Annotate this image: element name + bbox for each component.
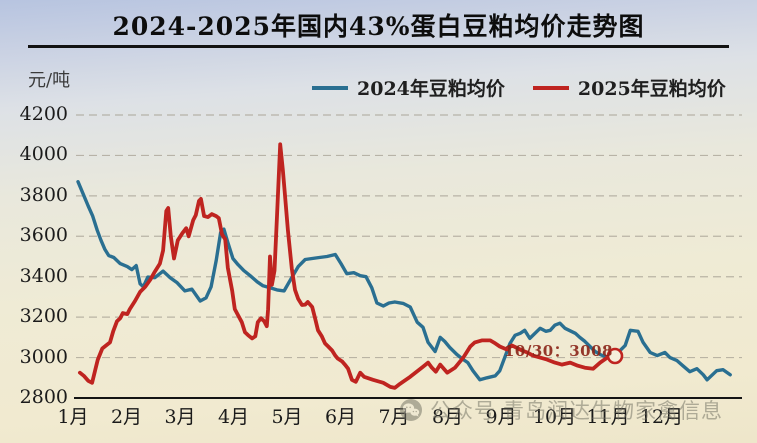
x-tick-label: 11月 bbox=[586, 406, 630, 428]
y-tick-label: 2800 bbox=[19, 386, 68, 408]
legend: 2024年豆粕均价 2025年豆粕均价 bbox=[312, 74, 726, 101]
x-tick-label: 4月 bbox=[217, 406, 250, 428]
legend-item-2024: 2024年豆粕均价 bbox=[312, 74, 505, 101]
legend-line-swatch-2024 bbox=[312, 85, 348, 90]
wechat-icon bbox=[400, 399, 422, 421]
x-tick-label: 3月 bbox=[164, 406, 196, 428]
x-tick-label: 9月 bbox=[485, 406, 517, 428]
title-divider bbox=[28, 45, 729, 48]
x-tick-label: 8月 bbox=[431, 406, 464, 428]
x-tick-label: 2月 bbox=[110, 406, 143, 428]
x-tick-label: 12月 bbox=[639, 406, 684, 428]
series-line-2024 bbox=[76, 179, 732, 382]
y-tick-label: 3200 bbox=[19, 305, 68, 328]
y-tick-label: 3400 bbox=[19, 264, 68, 287]
series-line-2025 bbox=[78, 142, 617, 390]
x-tick-label: 5月 bbox=[271, 406, 303, 428]
last-price-annotation: 10/30：3008 bbox=[504, 342, 613, 360]
y-tick-label: 3600 bbox=[19, 224, 68, 247]
legend-line-swatch-2025 bbox=[532, 85, 569, 90]
watermark-name: 青岛润达生物家禽信息 bbox=[503, 399, 723, 423]
watermark: 公众号 青岛润达生物家禽信息 bbox=[399, 395, 723, 425]
y-axis-unit-label: 元/吨 bbox=[28, 70, 71, 91]
x-tick-label: 1月 bbox=[57, 406, 89, 428]
x-tick-label: 10月 bbox=[532, 406, 577, 428]
x-tick-label: 6月 bbox=[324, 406, 357, 428]
y-tick-label: 3000 bbox=[19, 345, 68, 368]
legend-item-2025: 2025年豆粕均价 bbox=[532, 74, 726, 101]
page-title: 2024-2025年国内43%蛋白豆粕均价走势图 bbox=[112, 12, 645, 41]
y-tick-label: 4200 bbox=[19, 103, 68, 125]
watermark-prefix: 公众号 bbox=[430, 399, 496, 423]
y-tick-label: 3800 bbox=[19, 183, 68, 206]
legend-label-2024: 2024年豆粕均价 bbox=[357, 78, 505, 100]
y-tick-label: 4000 bbox=[19, 143, 68, 166]
legend-label-2025: 2025年豆粕均价 bbox=[577, 78, 726, 100]
end-marker-circle bbox=[606, 347, 624, 365]
